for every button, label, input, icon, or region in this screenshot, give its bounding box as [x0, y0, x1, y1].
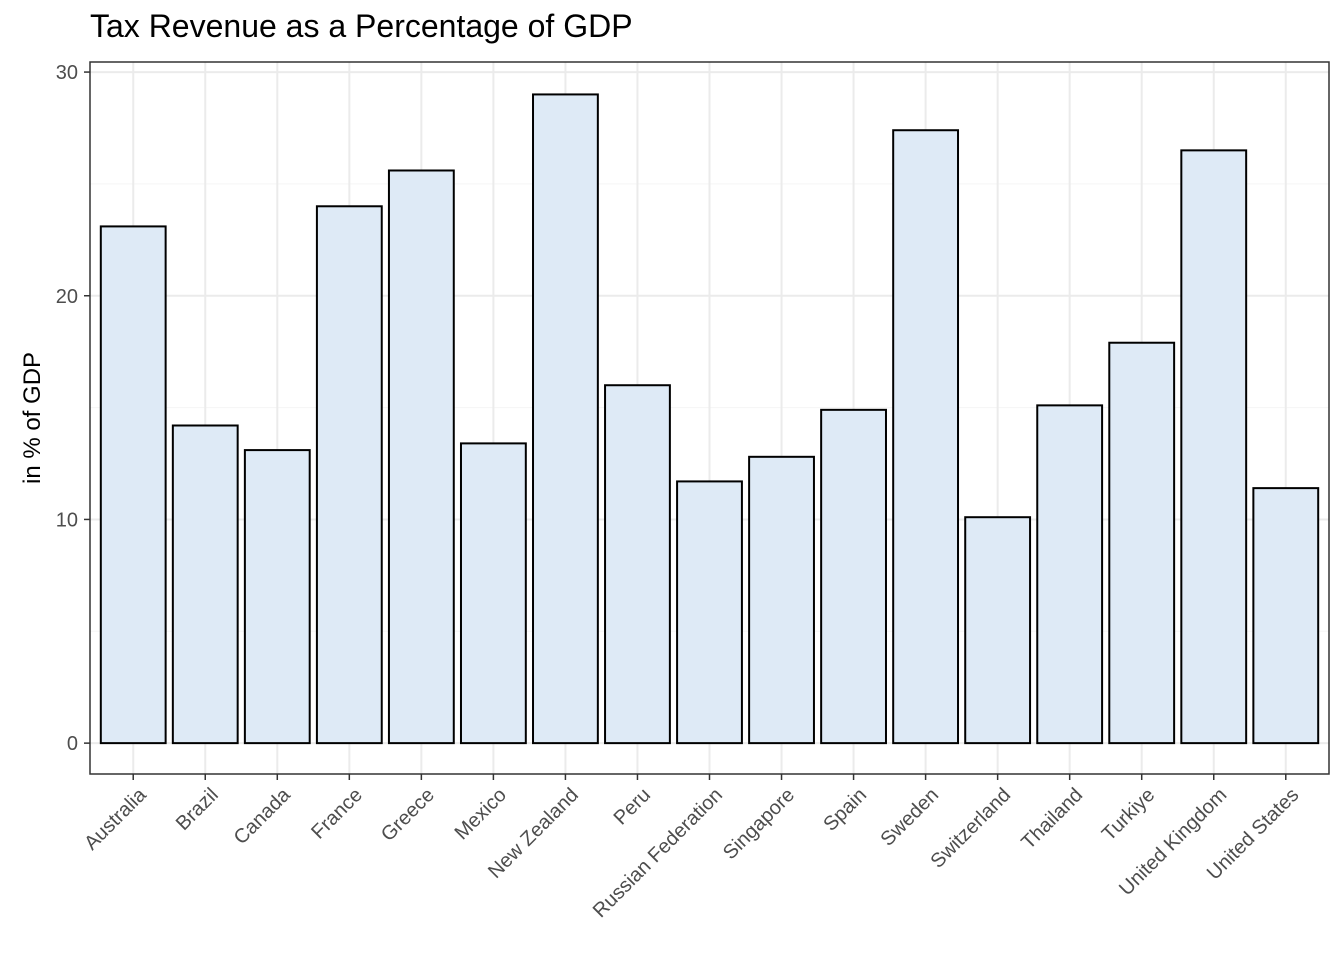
bar-brazil: [171, 424, 239, 745]
chart-title: Tax Revenue as a Percentage of GDP: [90, 8, 633, 44]
bar-singapore: [748, 455, 815, 745]
y-tick-label: 10: [56, 509, 78, 531]
x-tick-label: Sweden: [876, 784, 943, 851]
bar-new-zealand: [532, 93, 599, 745]
bar-turkiye: [1108, 341, 1176, 745]
bar-united-kingdom: [1180, 149, 1248, 745]
x-tick-label: Mexico: [451, 784, 511, 844]
x-tick-label: Peru: [610, 784, 655, 829]
bar-thailand: [1036, 404, 1104, 745]
bar-france: [315, 205, 383, 745]
bar-canada: [243, 449, 311, 745]
x-tick-label: Singapore: [719, 784, 799, 864]
bar-australia: [99, 225, 167, 745]
bar-series: [99, 93, 1320, 745]
bar-united-states: [1252, 487, 1320, 745]
bar-spain: [820, 408, 887, 745]
bar-switzerland: [964, 516, 1032, 745]
x-tick-label: Canada: [230, 783, 296, 849]
y-tick-label: 20: [56, 286, 78, 308]
x-tick-label: Russian Federation: [589, 784, 727, 922]
x-tick-label: Turkiye: [1098, 784, 1159, 845]
bar-russian-federation: [676, 480, 743, 745]
x-tick-label: France: [307, 784, 367, 844]
x-tick-label: Thailand: [1017, 784, 1087, 854]
bar-sweden: [892, 129, 960, 745]
bar-peru: [604, 384, 671, 745]
x-tick-label: Greece: [377, 784, 439, 846]
x-tick-label: Australia: [80, 783, 151, 854]
y-axis-title: in % of GDP: [19, 352, 46, 484]
x-tick-label: Spain: [819, 784, 871, 836]
y-tick-label: 0: [67, 733, 78, 755]
y-axis-ticks: 0 10 20 30: [56, 62, 90, 755]
bar-greece: [387, 169, 455, 745]
bar-mexico: [459, 442, 527, 745]
x-tick-label: Brazil: [172, 784, 223, 835]
x-axis-ticks: Australia Brazil Canada France Greece MexicoN…: [80, 774, 1303, 922]
y-tick-label: 30: [56, 62, 78, 84]
